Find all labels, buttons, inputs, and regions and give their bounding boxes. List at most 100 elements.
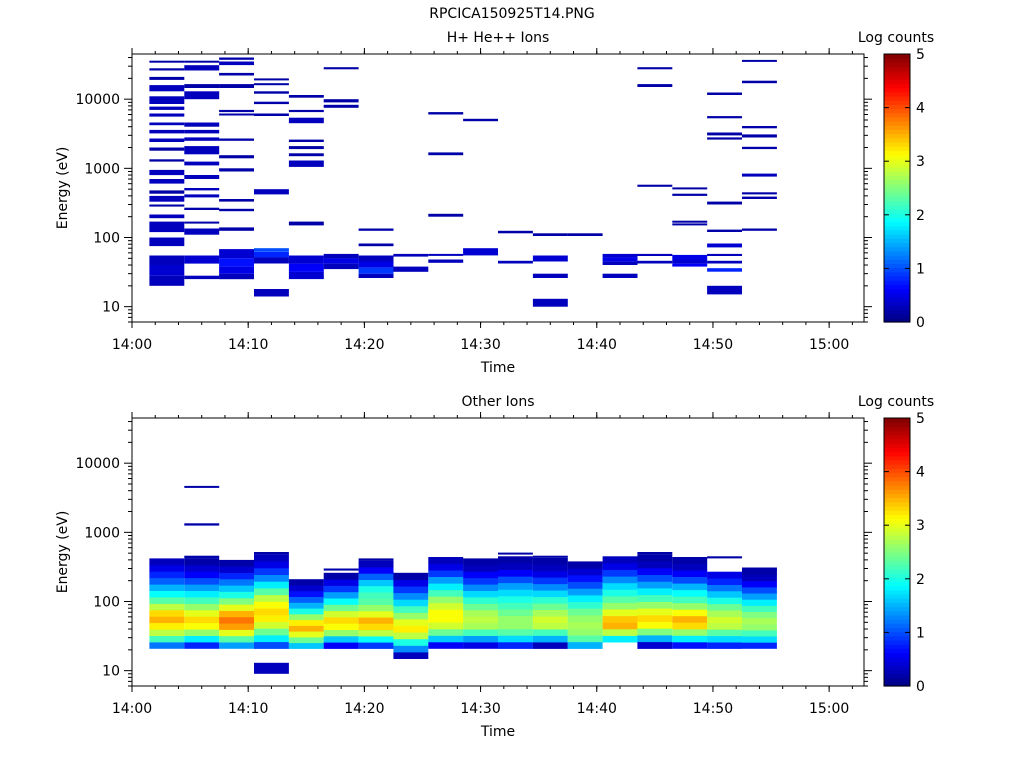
colorbar-segment (884, 451, 910, 457)
heatmap-cell (707, 243, 742, 248)
heatmap-cell (219, 578, 254, 586)
x-tick-label: 15:00 (809, 337, 849, 353)
heatmap-cell (463, 590, 498, 598)
heatmap-cell (323, 568, 359, 571)
heatmap-cell (393, 266, 429, 272)
heatmap-cell (288, 625, 324, 632)
heatmap-cell (254, 587, 289, 596)
colorbar-segment (884, 476, 910, 482)
heatmap-cell (254, 634, 289, 643)
heatmap-cell (149, 564, 185, 572)
heatmap-cell (707, 642, 742, 649)
heatmap-cell (358, 243, 394, 247)
heatmap-cell (184, 65, 220, 71)
heatmap-cell (358, 604, 394, 612)
heatmap-cell (637, 574, 673, 582)
heatmap-cell (637, 253, 673, 256)
heatmap-cell (254, 251, 289, 258)
colorbar-segment (884, 526, 910, 532)
colorbar-segment (884, 610, 910, 616)
colorbar-segment (884, 234, 910, 239)
colorbar-tick-label: 5 (916, 411, 925, 427)
heatmap-cell (498, 230, 533, 234)
colorbar-segment (884, 204, 910, 210)
heatmap-cell (323, 67, 359, 70)
heatmap-cell (184, 175, 220, 179)
colorbar-segment (884, 175, 910, 181)
heatmap-cell (219, 199, 254, 202)
heatmap-cell (532, 622, 568, 630)
heatmap-cell (184, 558, 220, 566)
colorbar-segment (884, 225, 910, 231)
heatmap-cell (602, 589, 638, 597)
heatmap-cell (707, 590, 742, 598)
heatmap-cell (637, 594, 673, 602)
heatmap-cell (532, 233, 568, 236)
colorbar-segment (884, 259, 910, 264)
heatmap-cell (428, 622, 464, 630)
heatmap-cell (288, 95, 324, 98)
colorbar-segment (884, 547, 910, 553)
heatmap-cell (567, 594, 603, 603)
heatmap-cell (219, 642, 254, 649)
heatmap-cell (393, 632, 429, 640)
colorbar-segment (884, 70, 910, 76)
heatmap-cell (184, 641, 220, 649)
colorbar-tick-label: 4 (916, 101, 925, 117)
heatmap-cell (393, 612, 429, 620)
colorbar-segment (884, 116, 910, 122)
colorbar-segment (884, 208, 910, 214)
heatmap-cell (254, 561, 289, 569)
heatmap-cell (498, 635, 533, 643)
heatmap-cell (602, 261, 638, 265)
heatmap-cell (184, 597, 220, 604)
colorbar-segment (884, 627, 910, 633)
colorbar-segment (884, 443, 910, 448)
heatmap-cell (532, 641, 568, 649)
x-tick-label: 14:10 (228, 701, 268, 717)
colorbar-segment (884, 79, 910, 84)
heatmap-cell (288, 271, 324, 280)
heatmap-cell (498, 260, 533, 264)
heatmap-cell (637, 641, 673, 649)
colorbar-segment (884, 598, 910, 603)
heatmap-cell (288, 602, 324, 609)
heatmap-cell (288, 596, 324, 603)
heatmap-cell (288, 109, 324, 113)
colorbar-segment (884, 447, 910, 453)
heatmap-cell (498, 595, 533, 603)
heatmap-cell (567, 621, 603, 629)
heatmap-cell (358, 255, 394, 262)
heatmap-cell (288, 579, 324, 586)
colorbar-segment (884, 250, 910, 256)
heatmap-cell (219, 84, 254, 88)
heatmap-cell (602, 622, 638, 630)
colorbar-segment (884, 288, 910, 294)
heatmap-cell (219, 208, 254, 212)
y-axis-label: Energy (eV) (55, 511, 71, 594)
heatmap-cell (149, 571, 185, 579)
heatmap-cell (567, 608, 603, 616)
heatmap-cell (602, 609, 638, 617)
heatmap-cell (149, 221, 185, 233)
heatmap-cell (149, 558, 185, 566)
heatmap-cell (184, 91, 220, 100)
heatmap-cell (219, 585, 254, 592)
heatmap-cell (463, 558, 498, 566)
figure-title: RPCICA150925T14.PNG (429, 6, 595, 22)
heatmap-cell (323, 616, 359, 624)
heatmap-cell (567, 614, 603, 623)
colorbar-segment (884, 602, 910, 608)
heatmap-cell (498, 622, 533, 630)
heatmap-cell (637, 67, 673, 70)
heatmap-cell (428, 570, 464, 577)
x-axis-label: Time (480, 360, 515, 376)
heatmap-cell (567, 568, 603, 576)
colorbar-segment (884, 296, 910, 302)
heatmap-cell (428, 557, 464, 564)
heatmap-cell (602, 628, 638, 636)
colorbar-segment (884, 179, 910, 185)
heatmap-cell (184, 609, 220, 617)
heatmap-cell (219, 61, 254, 66)
heatmap-cell (672, 570, 708, 577)
